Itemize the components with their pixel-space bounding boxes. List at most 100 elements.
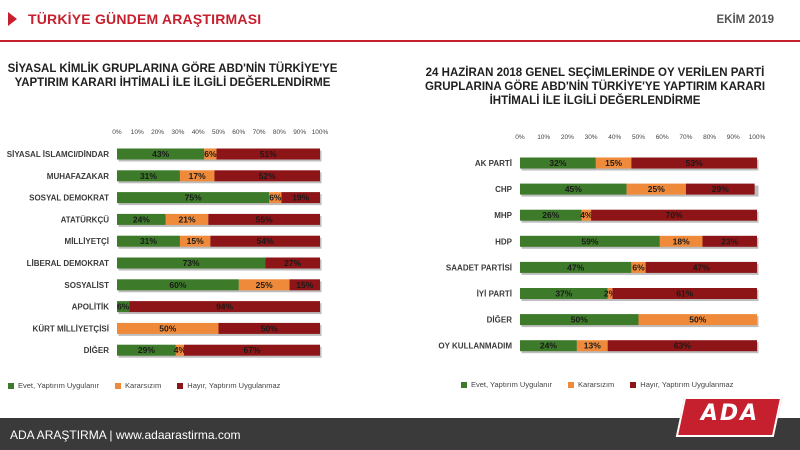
x-tick-label: 20% [561, 134, 574, 141]
legend-label: Hayır, Yaptırım Uygulanmaz [187, 381, 281, 390]
bar-segment-evet [520, 314, 639, 326]
bar-segment-kararsiz [595, 157, 632, 169]
report-date: EKİM 2019 [716, 14, 774, 26]
legend-item-kararsiz: Kararsızım [568, 380, 614, 389]
bar-segment-kararsiz [179, 170, 215, 182]
data-label: 17% [189, 171, 206, 181]
data-label: 2% [604, 289, 617, 299]
legend-label: Evet, Yaptırım Uygulanır [18, 381, 100, 390]
data-label: 23% [721, 236, 738, 246]
bar-segment-evet [520, 288, 608, 299]
legend-swatch [461, 381, 467, 388]
category-label: AK PARTİ [475, 159, 512, 168]
data-label: 25% [256, 280, 273, 290]
data-label: 26% [542, 210, 559, 220]
data-label: 32% [549, 158, 566, 168]
bar-segment-hayir [208, 213, 320, 225]
category-label: SAADET PARTİSİ [446, 263, 512, 272]
chart-1-title: SİYASAL KİMLİK GRUPLARINA GÖRE ABD'NİN T… [7, 63, 338, 89]
category-label: MUHAFAZAKAR [47, 172, 109, 181]
legend-label: Hayır, Yaptırım Uygulanmaz [640, 380, 734, 389]
bar-segment-hayir [216, 148, 320, 160]
x-tick-label: 60% [232, 129, 245, 136]
data-label: 15% [296, 280, 313, 290]
data-label: 52% [259, 171, 276, 181]
bar-segment-evet [520, 209, 582, 221]
data-label: 15% [605, 158, 622, 168]
data-label: 4% [174, 345, 187, 355]
bar-segment-kararsiz [638, 314, 757, 326]
data-label: 31% [140, 236, 157, 246]
data-label: 18% [673, 236, 690, 246]
bar-segment-evet [117, 148, 205, 160]
data-label: 6% [117, 302, 130, 312]
data-label: 29% [712, 184, 729, 194]
data-label: 47% [693, 262, 710, 272]
bar-segment-hayir [289, 279, 320, 291]
bar-segment-kararsiz [607, 288, 613, 299]
category-label: APOLİTİK [72, 303, 110, 312]
legend-swatch [177, 382, 184, 389]
legend-item-hayir: Hayır, Yaptırım Uygulanmaz [630, 380, 733, 389]
bar-segment-hayir [265, 257, 320, 269]
footer-website-text: ADA ARAŞTIRMA | www.adaarastirma.com [10, 428, 241, 442]
data-label: 50% [689, 315, 706, 325]
data-label: 50% [159, 323, 176, 333]
bar-segment-evet [117, 235, 180, 247]
chart-2-legend: Evet, Yaptırım Uygulanır Kararsızım Hayı… [461, 380, 749, 389]
category-label: HDP [495, 237, 513, 246]
data-label: 24% [540, 341, 557, 351]
bar-segment-evet [117, 257, 266, 269]
footer-bar: ADA ARAŞTIRMA | www.adaarastirma.com [0, 418, 800, 450]
bar-segment-evet [520, 157, 596, 169]
bar-segment-kararsiz [204, 148, 217, 160]
data-label: 53% [686, 158, 703, 168]
bar-segment-hayir [607, 340, 757, 352]
top-bar: TÜRKİYE GÜNDEM ARAŞTIRMASI EKİM 2019 [0, 0, 800, 40]
data-label: 37% [555, 289, 572, 299]
bar-segment-hayir [214, 170, 320, 182]
bar-segment-hayir [210, 235, 320, 247]
bar-segment-hayir [218, 322, 320, 334]
data-label: 4% [580, 210, 593, 220]
x-tick-label: 30% [171, 129, 184, 136]
data-label: 13% [584, 341, 601, 351]
data-label: 61% [676, 289, 693, 299]
data-label: 29% [138, 345, 155, 355]
bar-segment-hayir [631, 157, 757, 169]
data-label: 55% [256, 214, 273, 224]
legend-item-evet: Evet, Yaptırım Uygulanır [8, 381, 99, 390]
x-tick-label: 100% [312, 129, 329, 136]
category-label: SOSYALİST [64, 281, 109, 290]
bar-segment-hayir [612, 288, 757, 299]
x-tick-label: 0% [112, 129, 122, 136]
data-label: 19% [292, 193, 309, 203]
x-tick-label: 100% [749, 134, 766, 141]
data-label: 73% [183, 258, 200, 268]
bar-segment-hayir [183, 344, 320, 356]
page-title: TÜRKİYE GÜNDEM ARAŞTIRMASI [28, 11, 262, 27]
data-label: 47% [567, 262, 584, 272]
category-label: ATATÜRKÇÜ [61, 215, 110, 224]
category-label: LİBERAL DEMOKRAT [27, 259, 109, 268]
bar-segment-evet [520, 183, 627, 195]
data-label: 6% [269, 193, 282, 203]
bar-segment-hayir [702, 235, 757, 247]
bar-segment-evet [520, 235, 660, 247]
x-tick-label: 80% [703, 134, 716, 141]
bar-segment-hayir [645, 261, 757, 273]
data-label: 6% [204, 149, 217, 159]
category-label: KÜRT MİLLİYETÇİSİ [33, 324, 109, 333]
x-tick-label: 20% [151, 129, 164, 136]
x-tick-label: 50% [212, 129, 225, 136]
x-tick-label: 10% [131, 129, 144, 136]
x-tick-label: 70% [679, 134, 692, 141]
bar-segment-kararsiz [659, 235, 703, 247]
bar-segment-evet [117, 344, 176, 356]
x-tick-label: 80% [273, 129, 286, 136]
bar-segment-kararsiz [179, 235, 211, 247]
category-label: CHP [495, 185, 513, 194]
bar-segment-kararsiz [238, 279, 290, 291]
category-label: SİYASAL İSLAMCI/DİNDAR [7, 150, 109, 159]
legend-swatch [630, 381, 637, 388]
